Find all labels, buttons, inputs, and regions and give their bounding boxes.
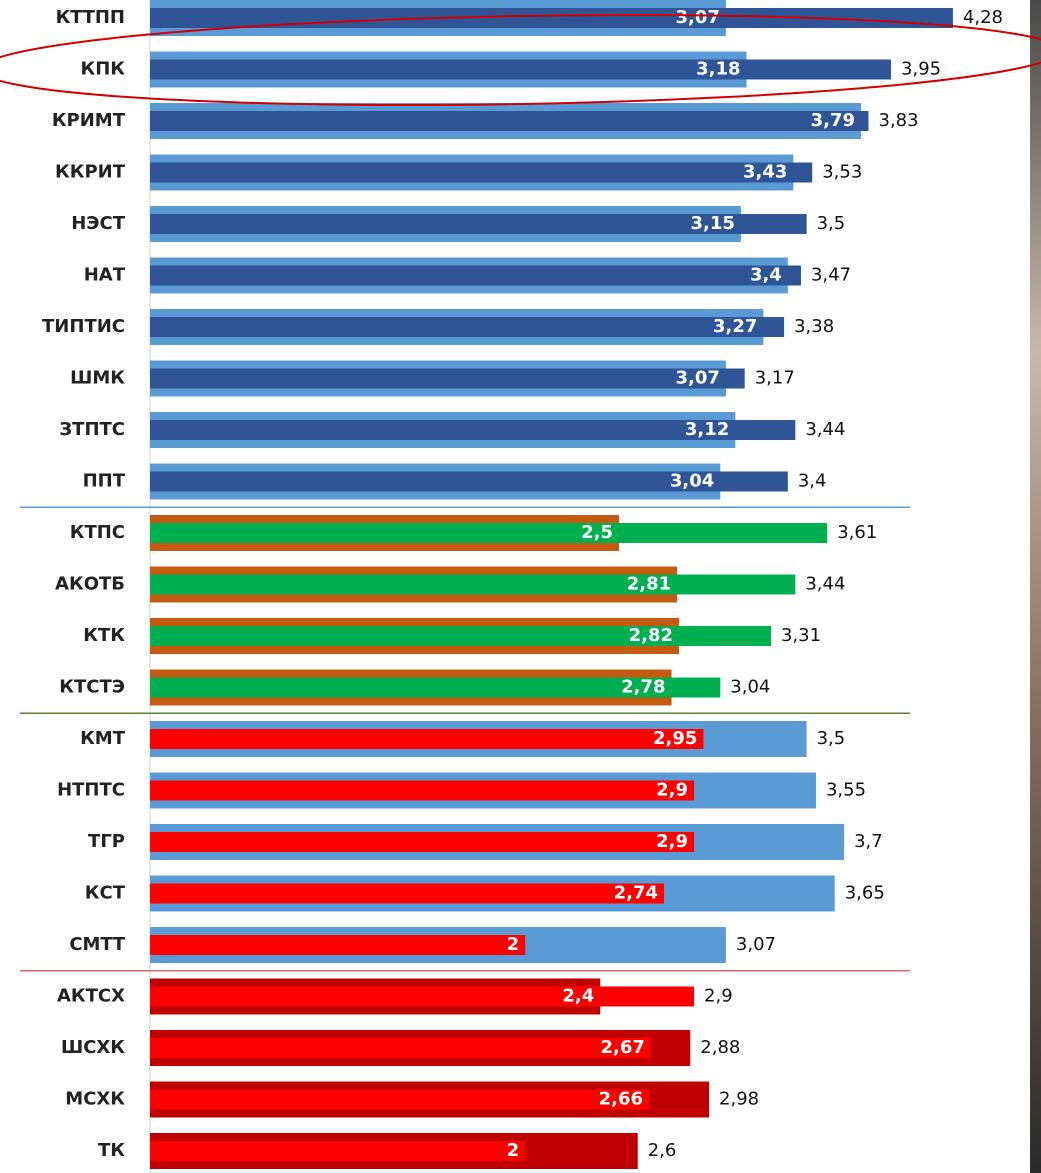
category-label: ШМК <box>70 368 125 389</box>
category-label: КМТ <box>80 728 126 749</box>
category-label: ЗТПТС <box>59 419 125 440</box>
value-label: 3,38 <box>794 316 834 337</box>
category-label: НАТ <box>84 265 126 286</box>
value-label: 3,47 <box>811 265 851 286</box>
value-label: 3,04 <box>730 677 770 698</box>
value-label: 3,07 <box>676 7 720 28</box>
category-label: ТИПТИС <box>42 316 125 337</box>
value-label: 3,07 <box>676 368 720 389</box>
category-label: КТТПП <box>56 7 125 28</box>
value-label: 3,18 <box>696 59 740 80</box>
value-label: 3,53 <box>822 162 862 183</box>
category-label: КТК <box>83 625 125 646</box>
value-label: 3,65 <box>845 883 885 904</box>
category-label: ККРИТ <box>55 162 126 183</box>
value-label: 3,79 <box>811 110 855 131</box>
value-label: 3,4 <box>750 265 782 286</box>
bar <box>150 214 807 234</box>
bar <box>150 780 695 801</box>
bar <box>150 471 788 492</box>
value-label: 3,7 <box>854 831 883 852</box>
value-label: 2,66 <box>599 1089 643 1110</box>
value-label: 3,4 <box>798 471 827 492</box>
category-label: ТК <box>98 1140 125 1161</box>
bar <box>150 317 785 337</box>
value-label: 3,83 <box>879 110 919 131</box>
value-label: 4,28 <box>963 7 1003 28</box>
value-label: 2,9 <box>656 831 688 852</box>
value-label: 3,61 <box>837 522 877 543</box>
category-label: ШСХК <box>61 1037 125 1058</box>
bar <box>150 574 796 595</box>
value-label: 2,88 <box>700 1037 740 1058</box>
value-label: 2,4 <box>562 986 594 1007</box>
value-label: 2 <box>507 1140 520 1161</box>
bar <box>150 1038 651 1058</box>
value-label: 2,95 <box>653 728 697 749</box>
value-label: 2,5 <box>581 522 613 543</box>
value-label: 3,95 <box>901 59 941 80</box>
background-photo <box>1030 0 1041 1173</box>
category-label: КРИМТ <box>52 110 126 131</box>
value-label: 3,12 <box>685 419 729 440</box>
bar <box>150 883 665 904</box>
category-label: НТПТС <box>57 780 125 801</box>
bar <box>150 677 721 698</box>
category-label: КПК <box>81 59 126 80</box>
category-label: НЭСТ <box>71 213 125 234</box>
bar <box>150 1141 526 1161</box>
value-label: 2,78 <box>621 677 665 698</box>
bar <box>150 1089 650 1110</box>
bar <box>150 111 869 131</box>
value-label: 3,55 <box>826 780 866 801</box>
value-label: 2,74 <box>614 883 658 904</box>
highlight-ellipse <box>0 14 1041 106</box>
bar <box>150 935 526 955</box>
value-label: 2,9 <box>704 986 733 1007</box>
bar <box>150 832 695 852</box>
value-label: 3,43 <box>743 162 787 183</box>
value-label: 2,67 <box>600 1037 644 1058</box>
bar <box>150 729 704 749</box>
bar <box>150 8 953 28</box>
value-label: 2 <box>507 934 520 955</box>
value-label: 3,04 <box>670 471 714 492</box>
bar <box>150 59 892 80</box>
category-label: МСХК <box>65 1089 125 1110</box>
bar <box>150 986 695 1007</box>
value-label: 3,17 <box>755 368 795 389</box>
value-label: 3,27 <box>713 316 757 337</box>
category-label: СМТТ <box>69 934 125 955</box>
bar <box>150 626 771 646</box>
value-label: 2,98 <box>719 1089 759 1110</box>
bar <box>150 162 813 183</box>
value-label: 3,44 <box>805 574 845 595</box>
value-label: 3,5 <box>817 213 846 234</box>
value-label: 2,9 <box>656 780 688 801</box>
category-label: АКТСХ <box>57 986 125 1007</box>
bar <box>150 420 796 440</box>
value-label: 3,31 <box>781 625 821 646</box>
value-label: 3,5 <box>817 728 846 749</box>
bar <box>150 368 745 389</box>
value-label: 3,44 <box>805 419 845 440</box>
value-label: 2,6 <box>648 1140 677 1161</box>
bar <box>150 523 828 543</box>
category-label: ТГР <box>88 831 125 852</box>
category-label: АКОТБ <box>55 574 125 595</box>
value-label: 3,07 <box>736 934 776 955</box>
category-label: КСТ <box>85 883 126 904</box>
value-label: 3,15 <box>691 213 735 234</box>
value-label: 2,82 <box>629 625 673 646</box>
category-label: КТПС <box>70 522 125 543</box>
bar <box>150 265 801 286</box>
category-label: КТСТЭ <box>59 677 125 698</box>
plot: КТТПП 3,07 4,28 КПК 3,18 3,95 КРИМТ 3,79 3,83 ККР… <box>20 0 1003 1169</box>
value-label: 2,81 <box>627 574 671 595</box>
category-label: ППТ <box>83 471 126 492</box>
